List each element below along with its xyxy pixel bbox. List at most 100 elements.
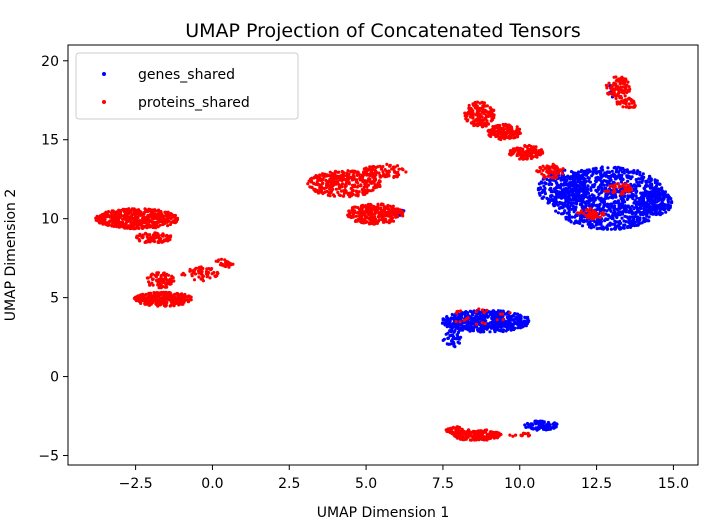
- data-point: [542, 425, 546, 429]
- data-point: [595, 215, 600, 219]
- data-point: [161, 220, 165, 224]
- data-point: [609, 227, 614, 231]
- data-point: [401, 168, 405, 172]
- data-point: [160, 240, 164, 244]
- data-point: [567, 200, 571, 205]
- data-point: [150, 301, 155, 305]
- data-point: [617, 91, 621, 95]
- data-point: [151, 208, 155, 212]
- data-point: [548, 171, 552, 175]
- data-point: [600, 174, 604, 178]
- data-point: [592, 200, 596, 204]
- data-point: [618, 213, 622, 217]
- data-point: [336, 170, 340, 174]
- data-point: [458, 316, 462, 320]
- cluster-8: [361, 162, 408, 179]
- data-point: [524, 324, 528, 328]
- data-point: [580, 224, 585, 228]
- data-point: [657, 187, 661, 191]
- data-point: [559, 182, 563, 186]
- data-point: [514, 312, 519, 316]
- cluster-9: [463, 100, 496, 129]
- data-point: [596, 187, 601, 192]
- data-point: [365, 185, 369, 189]
- data-point: [165, 211, 169, 215]
- data-point: [388, 164, 392, 168]
- data-point: [162, 277, 166, 281]
- data-point: [151, 283, 155, 287]
- data-point: [346, 176, 350, 180]
- data-point: [624, 87, 628, 91]
- data-point: [535, 169, 539, 173]
- data-point: [372, 185, 376, 190]
- data-point: [162, 271, 166, 275]
- data-point: [540, 423, 545, 427]
- data-point: [153, 220, 157, 225]
- data-point: [395, 215, 399, 219]
- data-point: [485, 308, 489, 312]
- data-point: [134, 298, 138, 302]
- data-point: [355, 219, 359, 223]
- data-point: [563, 196, 567, 200]
- data-point: [515, 153, 519, 158]
- data-point: [516, 317, 520, 321]
- data-point: [446, 430, 450, 434]
- data-point: [493, 130, 497, 134]
- data-point: [474, 123, 478, 127]
- data-point: [584, 170, 588, 175]
- data-point: [156, 240, 160, 245]
- data-point: [599, 222, 603, 226]
- data-point: [364, 169, 368, 173]
- data-point: [661, 195, 665, 199]
- cluster-4: [441, 328, 463, 349]
- data-point: [168, 222, 172, 227]
- data-point: [120, 220, 125, 225]
- data-point: [172, 300, 176, 304]
- data-point: [600, 212, 604, 216]
- data-point: [659, 205, 663, 209]
- data-point: [376, 183, 380, 187]
- data-point: [538, 419, 542, 423]
- data-point: [355, 185, 360, 189]
- data-point: [505, 130, 509, 134]
- data-point: [527, 149, 531, 153]
- cluster-0: [94, 207, 180, 231]
- data-point: [453, 325, 457, 329]
- data-point: [480, 110, 484, 114]
- data-point: [365, 220, 369, 224]
- data-point: [124, 211, 128, 215]
- data-point: [460, 427, 464, 431]
- data-point: [632, 193, 636, 197]
- data-point: [505, 327, 510, 331]
- data-point: [570, 207, 574, 211]
- data-point: [360, 215, 364, 219]
- data-point: [631, 196, 635, 201]
- data-point: [508, 315, 512, 319]
- data-point: [333, 169, 338, 173]
- data-point: [363, 179, 367, 183]
- data-point: [131, 217, 136, 221]
- data-point: [538, 165, 542, 170]
- data-point: [582, 196, 586, 200]
- data-point: [197, 275, 201, 279]
- data-point: [624, 187, 628, 192]
- data-point: [603, 189, 607, 193]
- data-point: [467, 103, 471, 108]
- data-point: [368, 179, 372, 183]
- data-point: [578, 202, 583, 207]
- data-point: [618, 184, 623, 189]
- data-point: [566, 191, 570, 195]
- data-point: [501, 329, 505, 333]
- y-tick-label: 5: [50, 291, 59, 307]
- data-point: [450, 312, 454, 317]
- data-point: [619, 203, 623, 207]
- data-point: [650, 209, 654, 213]
- data-point: [155, 224, 159, 228]
- data-point: [145, 276, 149, 280]
- data-point: [469, 322, 473, 326]
- data-point: [512, 149, 516, 153]
- data-point: [372, 175, 376, 179]
- data-point: [165, 281, 169, 285]
- data-point: [588, 206, 592, 211]
- data-point: [480, 115, 484, 119]
